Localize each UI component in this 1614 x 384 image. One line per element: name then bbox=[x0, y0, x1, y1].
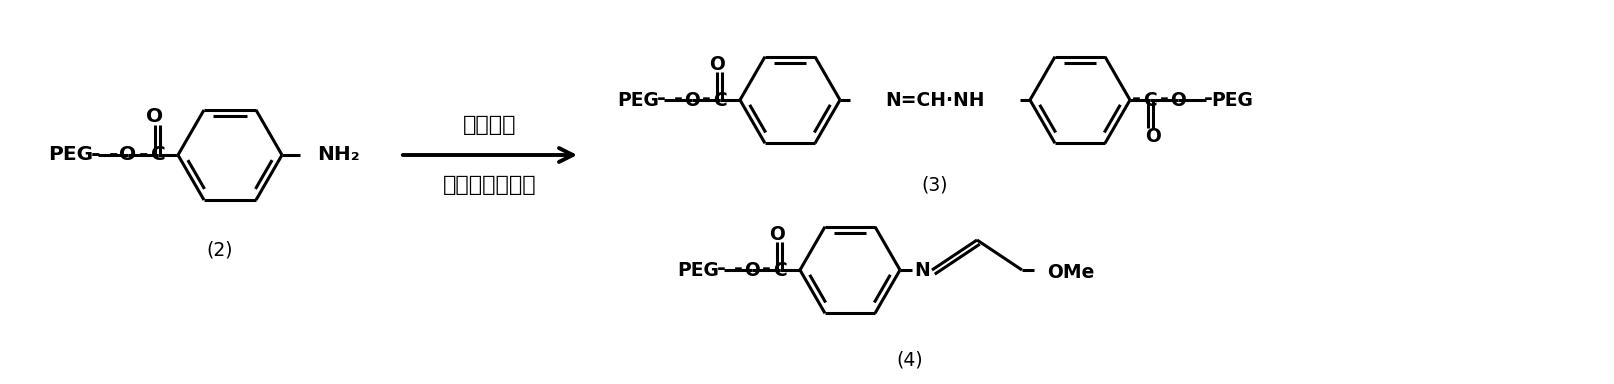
Text: (4): (4) bbox=[897, 351, 923, 369]
Text: O: O bbox=[768, 225, 784, 243]
Text: OMe: OMe bbox=[1047, 263, 1094, 283]
Text: PEG: PEG bbox=[678, 260, 718, 280]
Text: -: - bbox=[90, 142, 100, 166]
Text: O: O bbox=[147, 108, 163, 126]
Text: -: - bbox=[139, 142, 148, 166]
Text: PEG: PEG bbox=[617, 91, 659, 109]
Text: -: - bbox=[1159, 89, 1169, 109]
Text: NH₂: NH₂ bbox=[316, 146, 360, 164]
Text: -: - bbox=[717, 259, 726, 279]
Text: (2): (2) bbox=[207, 240, 234, 260]
Text: O: O bbox=[744, 260, 760, 280]
Text: PEG: PEG bbox=[1210, 91, 1252, 109]
Text: N: N bbox=[914, 260, 930, 280]
Text: O: O bbox=[684, 91, 700, 109]
Text: -: - bbox=[673, 89, 683, 109]
Text: O: O bbox=[709, 55, 725, 73]
Text: -: - bbox=[1131, 89, 1141, 109]
Text: C: C bbox=[773, 260, 788, 280]
Text: 或四甲氧基丙烷: 或四甲氧基丙烷 bbox=[444, 175, 537, 195]
Text: N=CH·NH: N=CH·NH bbox=[884, 91, 985, 109]
Text: C: C bbox=[713, 91, 726, 109]
Text: -: - bbox=[733, 259, 742, 279]
Text: O: O bbox=[119, 146, 137, 164]
Text: -: - bbox=[1204, 89, 1212, 109]
Text: -: - bbox=[108, 142, 118, 166]
Text: -: - bbox=[762, 259, 770, 279]
Text: 原甲酸酯: 原甲酸酯 bbox=[463, 115, 516, 135]
Text: -: - bbox=[657, 89, 667, 109]
Text: O: O bbox=[1170, 91, 1186, 109]
Text: O: O bbox=[1144, 126, 1160, 146]
Text: PEG: PEG bbox=[48, 146, 94, 164]
Text: (3): (3) bbox=[922, 175, 949, 195]
Text: C: C bbox=[1143, 91, 1157, 109]
Text: -: - bbox=[702, 89, 710, 109]
Text: C: C bbox=[150, 146, 165, 164]
